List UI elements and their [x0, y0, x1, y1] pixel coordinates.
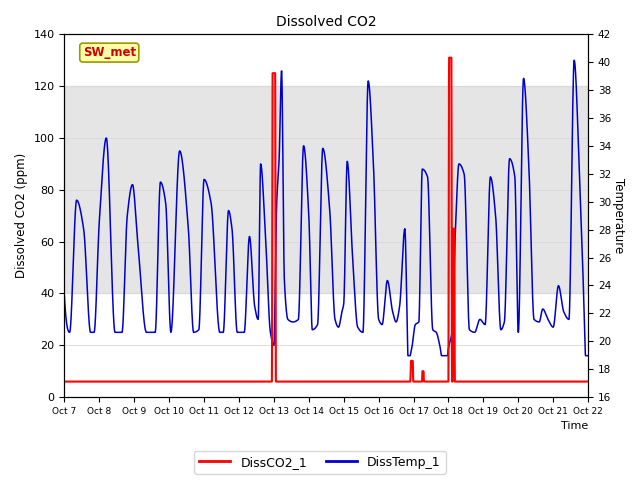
Bar: [65, 86, 588, 293]
Y-axis label: Temperature: Temperature: [612, 178, 625, 253]
Y-axis label: Dissolved CO2 (ppm): Dissolved CO2 (ppm): [15, 153, 28, 278]
Legend: DissCO2_1, DissTemp_1: DissCO2_1, DissTemp_1: [194, 451, 446, 474]
Text: SW_met: SW_met: [83, 46, 136, 59]
X-axis label: Time: Time: [561, 421, 588, 432]
Title: Dissolved CO2: Dissolved CO2: [276, 15, 376, 29]
